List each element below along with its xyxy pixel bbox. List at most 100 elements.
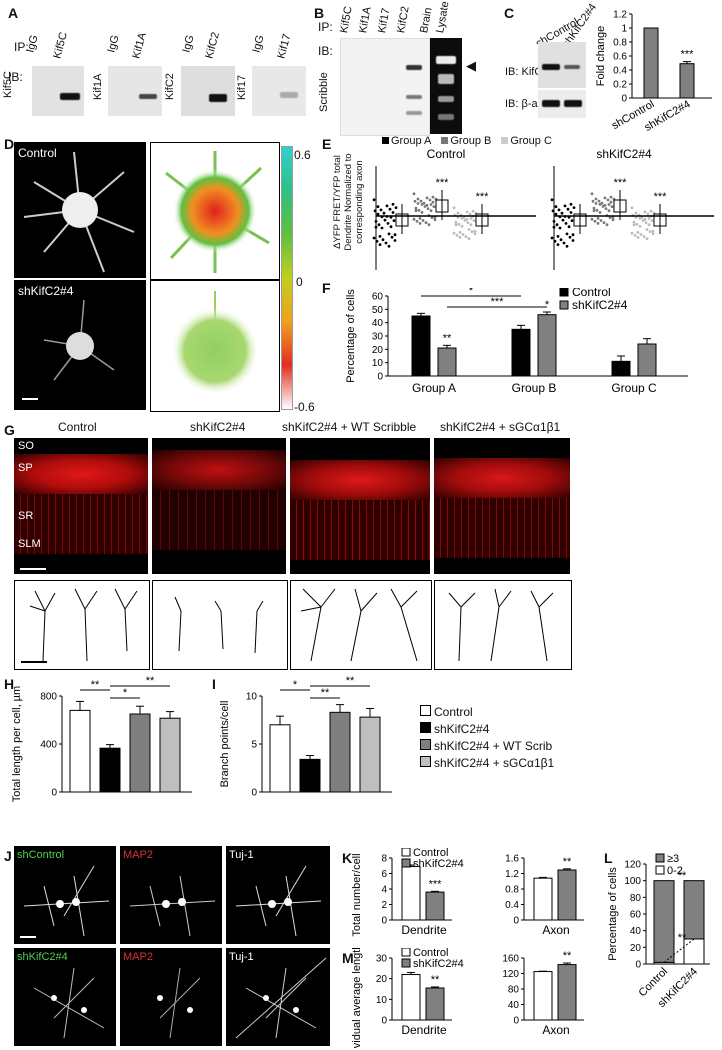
color-scale-bar bbox=[281, 146, 293, 410]
data-point bbox=[550, 198, 554, 202]
data-point bbox=[374, 225, 378, 229]
data-point bbox=[610, 205, 614, 208]
significance-label: *** bbox=[614, 177, 628, 189]
data-point bbox=[430, 216, 434, 219]
data-point bbox=[598, 211, 602, 214]
data-point bbox=[432, 205, 436, 208]
y-axis-label: Individual average length/cell bbox=[351, 948, 363, 1048]
scale-bar bbox=[22, 398, 38, 400]
data-point bbox=[431, 200, 435, 204]
y-tick-label: 0 bbox=[381, 1016, 387, 1027]
y-axis-label: Fold change bbox=[595, 26, 607, 87]
data-point bbox=[431, 195, 435, 199]
scale-max: 0.6 bbox=[294, 148, 311, 162]
neuron-tracing-control bbox=[14, 580, 150, 670]
legend-swatch bbox=[401, 848, 411, 857]
layer-label: SP bbox=[18, 462, 33, 474]
data-point bbox=[467, 237, 471, 241]
data-point bbox=[465, 210, 469, 214]
column-title: shKifC2#4 bbox=[190, 420, 246, 434]
data-point bbox=[550, 236, 554, 240]
data-point bbox=[554, 205, 558, 208]
hippocampus-image-control: SO SP SR SLM bbox=[14, 438, 148, 574]
ib-label-a: IB: bbox=[8, 70, 23, 84]
data-point bbox=[419, 199, 423, 203]
legend-label: shKifC2#4 bbox=[572, 298, 628, 312]
data-point bbox=[636, 231, 640, 234]
neuron-shape bbox=[23, 151, 135, 273]
neuron-image-control: Control bbox=[14, 142, 146, 278]
data-point bbox=[393, 239, 397, 242]
data-point bbox=[429, 209, 433, 213]
x-tick-label: Group C bbox=[611, 381, 657, 395]
data-point bbox=[412, 217, 416, 221]
ip-label-b: IP: bbox=[318, 20, 333, 34]
lane-label: Kif1A bbox=[130, 31, 149, 60]
data-point bbox=[554, 212, 558, 216]
western-blot-actin bbox=[538, 90, 586, 118]
data-point bbox=[457, 222, 461, 226]
bar bbox=[637, 343, 657, 377]
culture-image-tuj1-shkifc2: Tuj-1 bbox=[226, 948, 330, 1046]
data-point bbox=[424, 221, 428, 224]
data-point bbox=[643, 210, 647, 214]
data-point bbox=[607, 209, 611, 213]
culture-image-shcontrol: shControl bbox=[14, 846, 116, 944]
panel-letter-f: F bbox=[322, 280, 331, 296]
data-point bbox=[644, 221, 648, 224]
data-point bbox=[467, 228, 471, 231]
e-ylabel: ΔYFP FRET/YFP total Dendrite Normalized t… bbox=[332, 153, 365, 251]
data-point bbox=[423, 205, 427, 208]
legend-label: ≥3 bbox=[667, 853, 679, 865]
legend-label: 0-2 bbox=[667, 865, 683, 877]
channel-label: MAP2 bbox=[123, 849, 153, 861]
data-point bbox=[378, 235, 382, 238]
neuron-tracing-shkifc2 bbox=[152, 580, 288, 670]
data-point bbox=[591, 199, 595, 203]
data-point bbox=[394, 206, 398, 209]
data-point bbox=[605, 223, 609, 227]
panel-letter-b: B bbox=[314, 5, 325, 21]
y-tick-label: 0 bbox=[381, 916, 387, 927]
data-point bbox=[391, 211, 395, 214]
data-point bbox=[385, 204, 389, 208]
data-point bbox=[596, 217, 600, 220]
data-point bbox=[630, 231, 634, 235]
data-point bbox=[638, 225, 642, 228]
significance-label: ** bbox=[91, 679, 100, 691]
data-point bbox=[386, 222, 390, 225]
data-point bbox=[639, 233, 643, 236]
x-tick-label: Group A bbox=[412, 381, 456, 395]
data-point bbox=[552, 225, 556, 229]
chart-m-axon: 0 40 80 120 160 ** Axon bbox=[502, 950, 584, 1037]
layer-label: SLM bbox=[18, 538, 41, 550]
bar bbox=[643, 27, 659, 99]
data-point bbox=[391, 202, 395, 206]
data-point bbox=[427, 223, 431, 227]
data-point bbox=[559, 238, 563, 242]
y-tick-label: 30 bbox=[372, 332, 384, 343]
data-point bbox=[569, 211, 573, 214]
neuron-tracing-sgc bbox=[434, 580, 572, 670]
legend-item: shKifC2#4 bbox=[420, 721, 554, 738]
lane-label: Kif17 bbox=[275, 32, 294, 60]
chart-m-dendrite: 0 10 20 30 Individual average length/cell ** D… bbox=[351, 948, 464, 1048]
data-point bbox=[387, 232, 391, 236]
data-point bbox=[563, 204, 567, 208]
scale-mid: 0 bbox=[296, 275, 303, 289]
data-point bbox=[469, 223, 473, 227]
lane-label: Lysate bbox=[434, 0, 452, 35]
fret-image-control bbox=[150, 142, 280, 280]
data-point bbox=[647, 223, 651, 227]
data-point bbox=[373, 209, 377, 213]
bar bbox=[359, 716, 381, 793]
data-point bbox=[461, 233, 465, 236]
channel-label: Tuj-1 bbox=[229, 849, 254, 861]
blot-ib-label: KifC2 bbox=[164, 73, 176, 100]
data-point bbox=[379, 208, 383, 212]
y-tick-label: 120 bbox=[502, 969, 519, 980]
x-tick-label: Axon bbox=[542, 923, 569, 937]
data-point bbox=[372, 236, 376, 240]
panel-letter-j: J bbox=[4, 848, 12, 864]
data-point bbox=[556, 243, 560, 246]
